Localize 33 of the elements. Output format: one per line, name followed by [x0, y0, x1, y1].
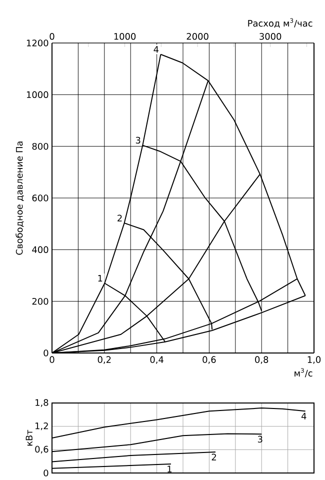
x-tick-label: 0 — [50, 356, 54, 363]
y-tick-label: 1,8 — [36, 399, 48, 407]
x-tick-label: 0,2 — [98, 356, 111, 364]
series-label: 2 — [212, 454, 216, 460]
series-label: 4 — [154, 46, 159, 53]
y-tick-label: 600 — [32, 194, 48, 202]
x2-tick-label: 0 — [50, 33, 54, 40]
x-tick-label: 0,4 — [150, 356, 164, 364]
y-tick-label: 0,6 — [35, 446, 48, 454]
series-label: 3 — [258, 436, 262, 443]
series-label: 1 — [98, 275, 102, 282]
x-tick-label: 0,8 — [255, 356, 268, 364]
x-axis-title: м$^{3}$/с — [294, 368, 312, 378]
y-tick-label: 800 — [32, 142, 48, 150]
y-tick-label: 0 — [44, 470, 48, 476]
x-tick-label: 0,6 — [202, 356, 216, 364]
series-label: 4 — [301, 412, 306, 420]
y-axis-title: кВт — [26, 430, 32, 446]
x2-tick-label: 3000 — [260, 33, 282, 40]
y-tick-label: 1,2 — [36, 422, 48, 430]
y-tick-label: 1000 — [26, 91, 48, 98]
x2-axis-title: Расход м$^{3}$/час — [248, 18, 312, 28]
y-tick-label: 0 — [44, 350, 48, 356]
y-tick-label: 1200 — [26, 40, 48, 46]
x2-tick-label: 1000 — [114, 33, 136, 40]
x2-tick-label: 2000 — [186, 33, 208, 40]
series-label: 3 — [136, 136, 140, 144]
y-tick-label: 400 — [32, 246, 48, 254]
y-axis-title: Свободное давление Па — [16, 142, 24, 255]
x-tick-label: 1,0 — [308, 356, 321, 364]
series-label: 2 — [118, 214, 122, 222]
series-label: 1 — [168, 466, 172, 472]
y-tick-label: 200 — [32, 298, 48, 305]
